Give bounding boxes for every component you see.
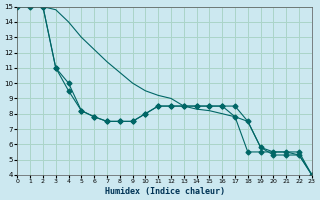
- X-axis label: Humidex (Indice chaleur): Humidex (Indice chaleur): [105, 187, 225, 196]
